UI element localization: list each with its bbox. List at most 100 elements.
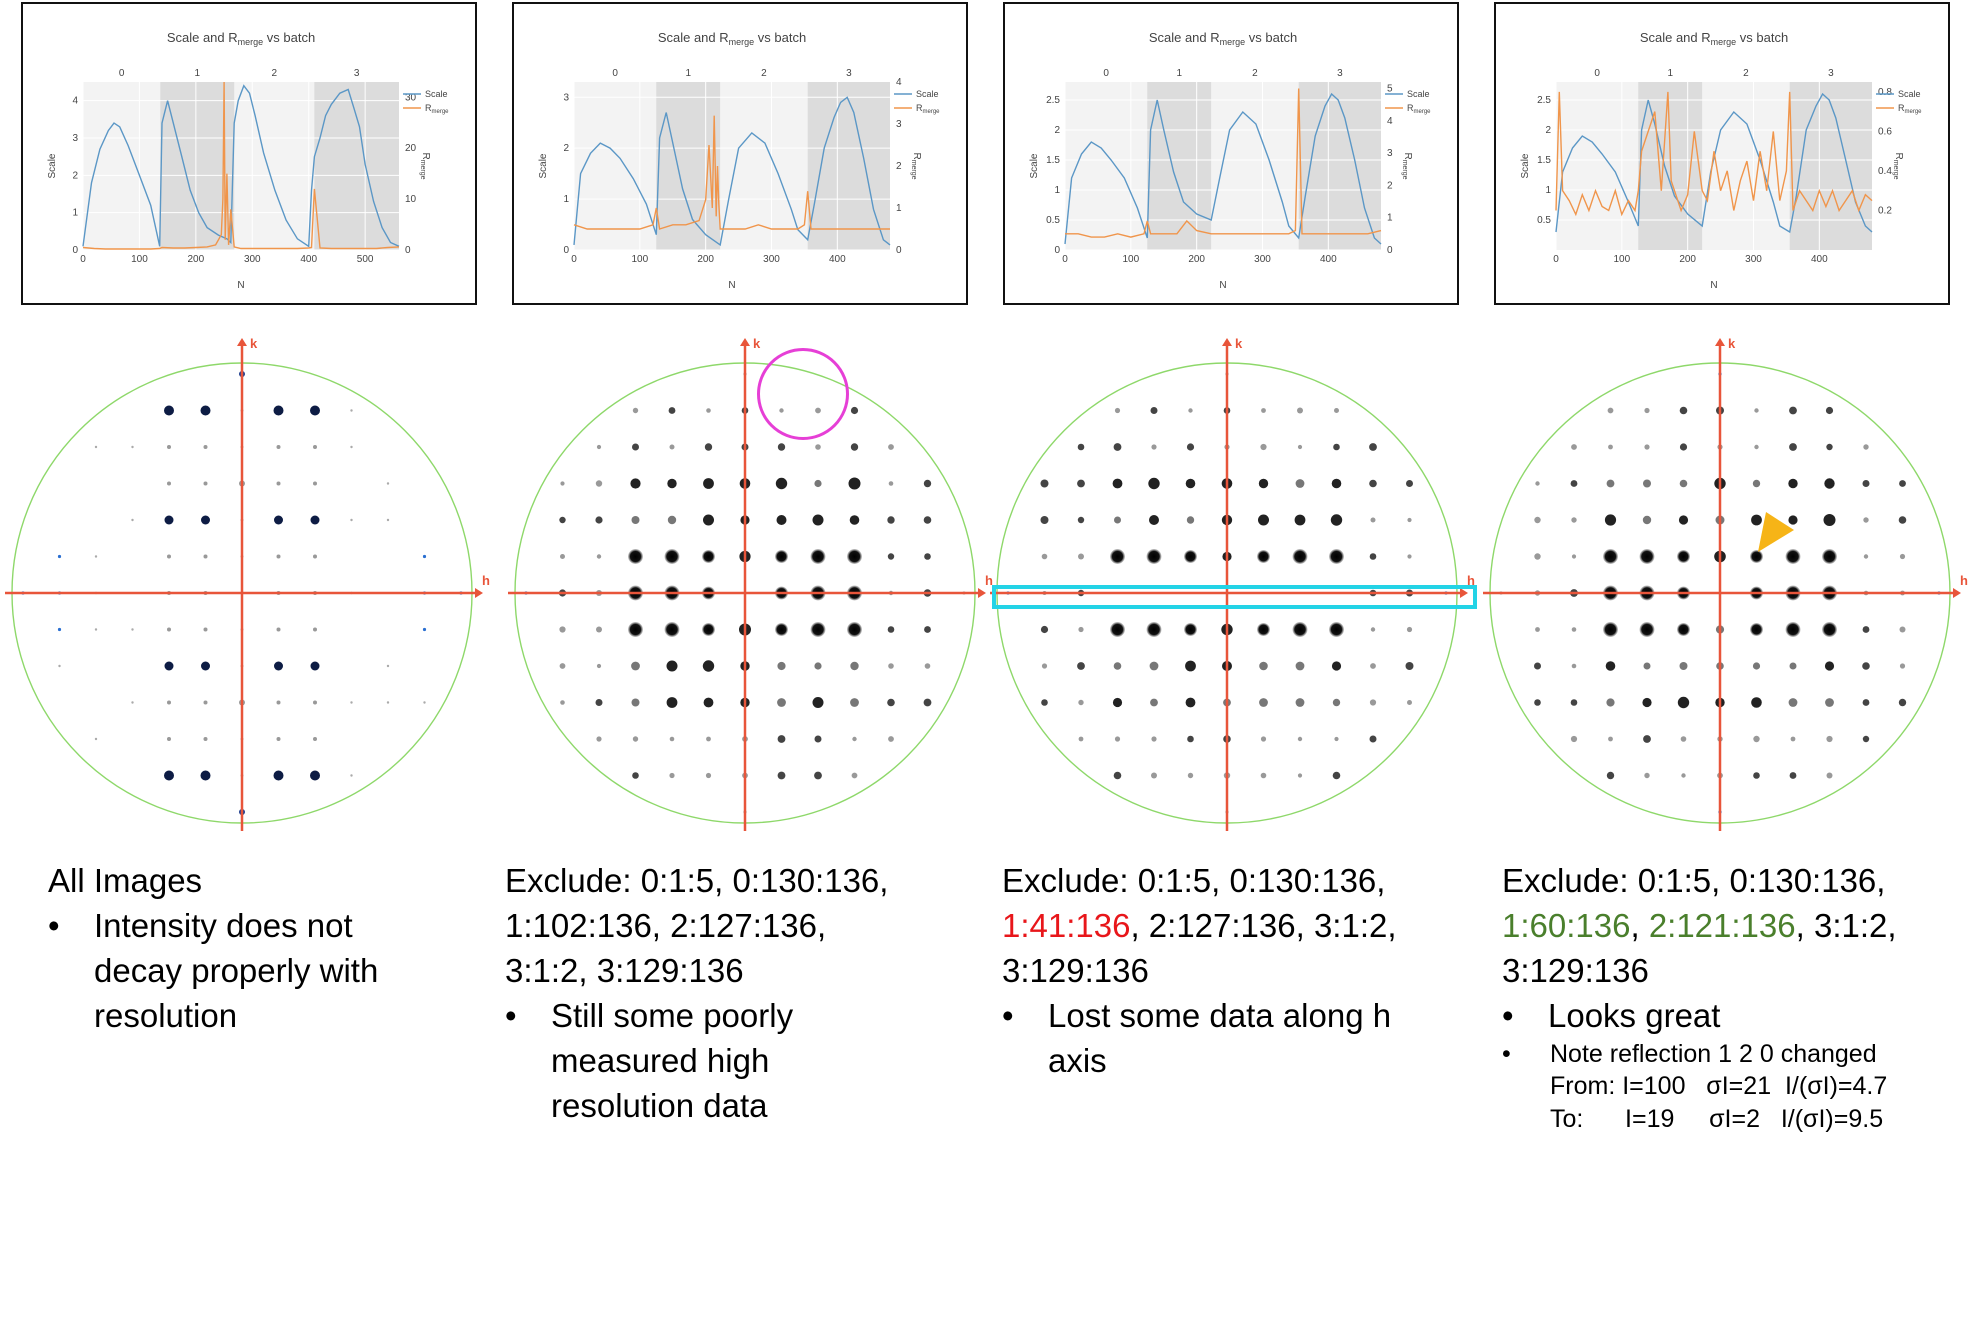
reflection-spot <box>810 622 826 637</box>
reflection-spot <box>167 445 171 449</box>
reflection-spot <box>1330 514 1343 526</box>
h-axis-highlight-box <box>992 585 1477 609</box>
reflection-spot <box>201 515 210 525</box>
reflection-spot <box>167 554 171 559</box>
x-tick-label: 0 <box>1553 254 1559 265</box>
scale-rmerge-chart-2: 0 1 2 3 0 100 200 300 400 0 1 2 3 0 1 2 3 4 Scale and Rmer… <box>512 2 968 305</box>
x-tick-label: 0 <box>1062 254 1068 265</box>
reflection-spot <box>632 443 639 451</box>
reflection-spot <box>203 627 208 632</box>
reflection-spot <box>1899 480 1906 487</box>
y-right-axis-label: Rmerge <box>910 152 922 179</box>
y-right-tick-label: 3 <box>896 119 902 130</box>
reflection-spot <box>847 622 862 637</box>
reflection-spot <box>1679 479 1688 488</box>
reflection-spot <box>630 478 641 489</box>
reflection-spot <box>666 697 678 708</box>
reflection-spot <box>313 700 317 705</box>
text-segment: All Images <box>48 862 203 899</box>
reflection-spot <box>200 770 211 781</box>
reflection-spot <box>812 514 824 526</box>
reflection-spot <box>1571 444 1577 450</box>
y-right-tick-label: 2 <box>1387 180 1393 191</box>
reflection-spot <box>1258 514 1269 526</box>
text-segment: 3:1:2, 3:129:136 <box>505 952 744 989</box>
reflection-spot <box>706 736 711 742</box>
reflection-spot <box>666 660 678 672</box>
reflection-spot <box>386 518 390 522</box>
reflection-spot <box>849 515 860 525</box>
reflection-spot <box>276 554 281 559</box>
reflection-spot <box>1822 549 1837 564</box>
caption-line: 1:41:136, 2:127:136, 3:1:2, <box>1002 903 1397 948</box>
k-axis-arrow-icon <box>740 338 750 346</box>
reflection-spot <box>1752 662 1761 670</box>
chart-svg-4: 0 1 2 3 0 100 200 300 400 0.5 1 1.5 2 2.5 0.2 0.4 0.6 0.8… <box>1520 30 1922 291</box>
reflection-spot <box>1188 408 1193 413</box>
reflection-spot <box>57 554 62 559</box>
legend-rmerge-label: Rmerge <box>425 103 449 115</box>
y-left-tick-label: 0 <box>563 245 569 256</box>
y-right-tick-label: 3 <box>1387 148 1393 159</box>
reflection-spot <box>1751 514 1762 526</box>
reflection-spot <box>310 405 320 416</box>
k-axis-arrow-icon <box>237 338 247 346</box>
reflection-spot <box>1369 479 1377 488</box>
reflection-spot <box>776 515 787 525</box>
reflection-spot <box>850 406 859 415</box>
reflection-spot <box>1259 661 1268 671</box>
reflection-spot <box>704 443 713 451</box>
reflection-spot <box>1643 479 1651 488</box>
reflection-spot <box>313 627 317 632</box>
h-axis-label: h <box>482 573 490 588</box>
scale-rmerge-chart-1: 0 1 2 3 0 100 200 300 400 500 0 1 2 3 4 0 10 20 30 Scale an… <box>21 2 477 305</box>
reflection-spot <box>1258 478 1269 489</box>
reflection-spot <box>1406 626 1413 633</box>
chart-title: Scale and Rmerge vs batch <box>1149 30 1297 47</box>
caption-exclude-3: Exclude: 0:1:5, 0:130:136, 1:60:136, 2:12… <box>1502 858 1897 1136</box>
scale-series-line <box>573 96 891 247</box>
reflection-spot <box>350 409 353 412</box>
reflection-spot <box>1823 514 1836 526</box>
batch-tick-label: 2 <box>761 68 767 79</box>
caption-bullet: Lost some data along h <box>1002 993 1397 1038</box>
x-axis-label: N <box>237 280 244 291</box>
reflection-spot <box>1041 699 1048 706</box>
batch-tick-label: 3 <box>354 68 360 79</box>
red-text-segment: 1:41:136 <box>1002 907 1131 944</box>
batch-tick-label: 0 <box>119 68 125 79</box>
reflection-spot <box>596 444 602 450</box>
batch-tick-label: 1 <box>1667 68 1673 79</box>
batch-tick-label: 3 <box>1337 68 1343 79</box>
reflection-spot <box>1078 553 1084 560</box>
reflection-spot <box>596 663 602 669</box>
reflection-spot <box>1114 407 1121 414</box>
reflection-spot <box>667 515 677 525</box>
reflection-spot <box>276 737 281 741</box>
y-left-axis-label: Scale <box>1520 153 1531 178</box>
x-tick-label: 200 <box>697 254 714 265</box>
h-axis-arrow-icon <box>978 588 986 598</box>
reflection-spot <box>664 622 680 637</box>
y-left-axis-label: Scale <box>1029 153 1040 178</box>
reflection-spot <box>1677 623 1690 636</box>
reflection-spot <box>94 445 98 449</box>
reflection-spot <box>888 481 894 486</box>
reflection-spot <box>58 664 61 668</box>
y-left-tick-label: 1.5 <box>1537 155 1551 166</box>
y-right-tick-label: 20 <box>405 143 417 154</box>
reflection-spot <box>94 628 98 631</box>
caption-line: 1:102:136, 2:127:136, <box>505 903 888 948</box>
k-axis-label: k <box>1235 336 1243 351</box>
reflection-spot <box>1260 443 1267 451</box>
x-axis-label: N <box>1710 280 1717 291</box>
y-right-tick-label: 0.4 <box>1878 166 1892 177</box>
y-left-tick-label: 2.5 <box>1537 95 1551 106</box>
x-tick-label: 100 <box>631 254 648 265</box>
reflection-spot <box>706 408 711 413</box>
reflection-spot <box>1535 627 1540 632</box>
caption-line: Exclude: 0:1:5, 0:130:136, <box>1502 858 1897 903</box>
batch-band <box>1147 82 1212 250</box>
k-axis-label: k <box>250 336 258 351</box>
batch-tick-label: 0 <box>1594 68 1600 79</box>
